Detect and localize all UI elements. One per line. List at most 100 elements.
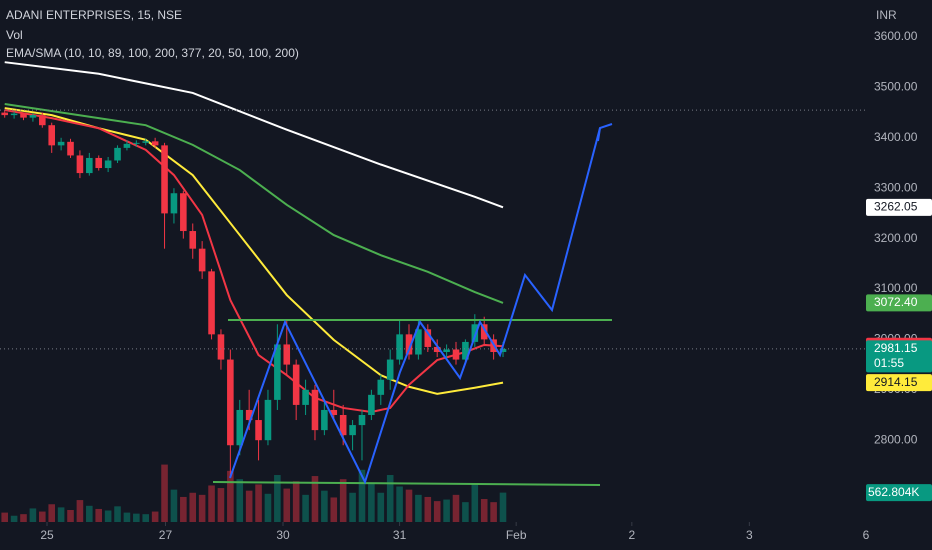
volume-bar xyxy=(358,469,366,522)
candle-body xyxy=(29,115,37,118)
volume-bar xyxy=(255,484,262,522)
x-tick-label: Feb xyxy=(506,528,527,542)
candle-body xyxy=(339,414,347,436)
volume-bar xyxy=(114,506,121,522)
candle-body xyxy=(39,115,46,126)
candle-body xyxy=(330,409,338,415)
candle-body xyxy=(433,346,441,352)
candle-body xyxy=(321,409,328,431)
volume-bar xyxy=(151,511,159,522)
price-label-box xyxy=(866,340,932,373)
x-tick-label: 3 xyxy=(746,528,753,542)
volume-bar xyxy=(20,514,27,522)
volume-bar xyxy=(95,508,103,522)
volume-bar xyxy=(433,501,441,522)
x-tick-label: 25 xyxy=(40,528,54,542)
currency: INR xyxy=(876,8,897,22)
candle-body xyxy=(452,349,460,360)
y-tick-label: 3200.00 xyxy=(874,231,918,245)
candle-body xyxy=(86,157,93,174)
price-label-box xyxy=(866,198,932,216)
volume-bar xyxy=(321,490,328,522)
volume-bar xyxy=(29,508,37,522)
candle-body xyxy=(198,248,206,272)
volume-bar xyxy=(386,475,394,522)
price-label: 2981.15 xyxy=(874,341,918,355)
candle-body xyxy=(368,394,375,415)
volume-bar xyxy=(227,470,234,522)
drawings xyxy=(212,123,613,486)
candle-body xyxy=(189,231,197,249)
price-label-timer: 01:55 xyxy=(874,356,904,370)
candle-body xyxy=(76,155,84,174)
volume-bar xyxy=(86,505,93,522)
volume-bar xyxy=(415,494,422,522)
volume-bar xyxy=(311,476,319,522)
volume-label: 562.804K xyxy=(868,485,919,499)
volume-bar xyxy=(161,464,168,522)
volume-bar xyxy=(480,499,488,522)
volume-bar xyxy=(490,502,497,522)
candle-body xyxy=(311,389,319,431)
volume-bar xyxy=(104,510,112,522)
volume-bar xyxy=(283,488,291,522)
candles xyxy=(1,110,507,476)
candle-body xyxy=(1,112,8,116)
candle-body xyxy=(236,409,244,446)
candle-body xyxy=(264,399,272,441)
moving-average xyxy=(4,109,504,413)
volume-bar xyxy=(339,479,347,522)
volume-bar xyxy=(368,483,375,522)
candle-body xyxy=(245,409,253,421)
candle-body xyxy=(443,349,450,352)
candle-body xyxy=(208,271,215,335)
candle-body xyxy=(161,145,168,214)
volume-label-box xyxy=(866,484,932,502)
volume-bar xyxy=(198,494,206,522)
candle-body xyxy=(10,113,18,116)
x-tick-label: 6 xyxy=(863,528,870,542)
volume-bar xyxy=(405,489,413,522)
candle-body xyxy=(217,334,225,360)
moving-average xyxy=(4,61,504,209)
candle-body xyxy=(255,420,262,441)
candle-body xyxy=(396,334,403,360)
candle-body xyxy=(20,113,27,118)
candle-body xyxy=(283,344,291,365)
volume-bar xyxy=(377,492,385,522)
volume-bar xyxy=(330,497,338,522)
volume-bar xyxy=(292,481,300,522)
volume-bar xyxy=(424,496,432,522)
volume-bar xyxy=(1,512,8,522)
volume-bar xyxy=(452,494,460,522)
volume-bar xyxy=(208,485,215,522)
y-tick-label: 3600.00 xyxy=(874,29,918,43)
volume-bar xyxy=(499,492,507,522)
price-label: 3072.40 xyxy=(874,295,918,309)
candle-body xyxy=(104,160,112,169)
volume-bar xyxy=(217,488,225,522)
candle-body xyxy=(95,157,103,169)
volume-bar xyxy=(471,484,479,522)
volume-caption: Vol xyxy=(6,28,23,42)
candle-body xyxy=(274,344,281,400)
candle-body xyxy=(471,324,479,342)
volume-bar xyxy=(76,500,84,522)
candle-body xyxy=(377,379,385,395)
support-line xyxy=(212,481,601,486)
candle-body xyxy=(142,141,150,143)
volume-pane xyxy=(1,464,507,522)
volume-bar xyxy=(264,493,272,522)
candle-body xyxy=(386,359,394,380)
arrow-head xyxy=(597,123,613,142)
y-tick-label: 3500.00 xyxy=(874,80,918,94)
price-label-box xyxy=(866,294,932,312)
volume-bar xyxy=(48,504,56,522)
candle-body xyxy=(415,329,422,355)
volume-bar xyxy=(10,515,18,522)
price-label: 2914.15 xyxy=(874,375,918,389)
candle-body xyxy=(170,193,178,214)
price-label: 3262.05 xyxy=(874,199,918,213)
